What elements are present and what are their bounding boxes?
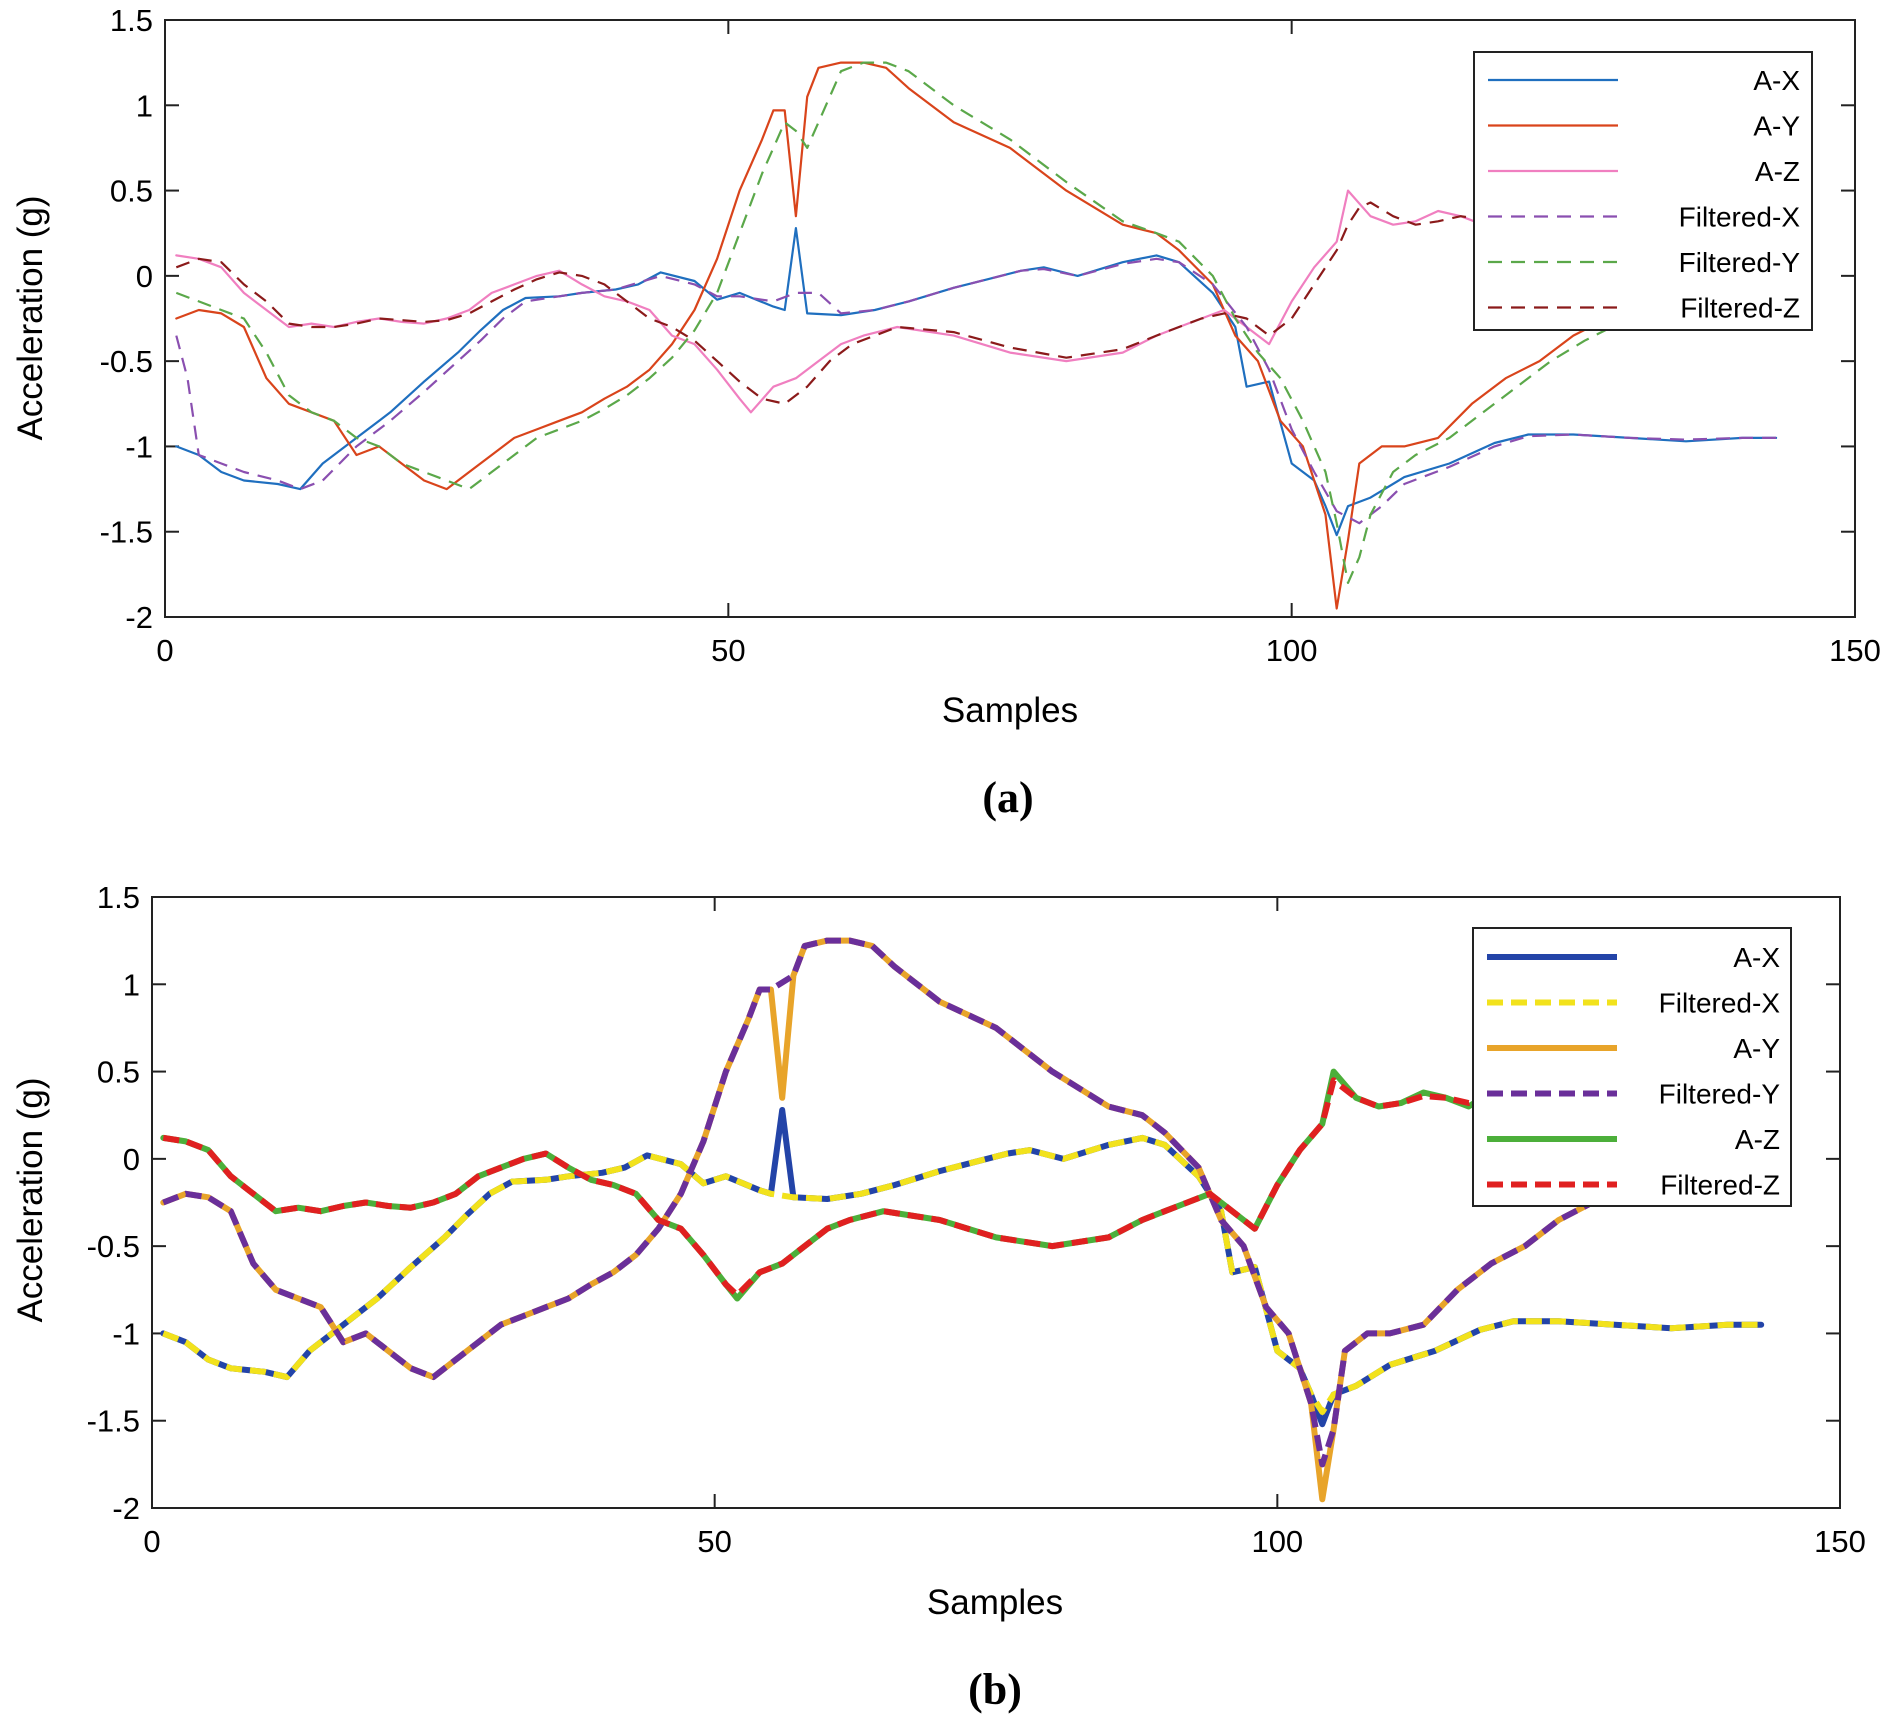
y-tick-label: -0.5 [87, 1229, 140, 1264]
x-tick-label: 100 [1266, 633, 1318, 668]
y-tick-label: 0.5 [97, 1055, 140, 1090]
legend-a: A-X A-Y A-Z Filtered-X Filtered-Y Filtered-Z [1473, 51, 1813, 331]
series-line-filtered-y [162, 937, 1627, 1468]
series-line-filtered-z [175, 201, 1529, 405]
y-axis-label-b: Acceleration (g) [11, 1077, 50, 1322]
x-tick-label: 50 [697, 1524, 731, 1559]
x-tick-label: 100 [1251, 1524, 1303, 1559]
legend-label: A-Z [1755, 156, 1800, 187]
x-axis-label-b: Samples [927, 1583, 1063, 1622]
legend-label: Filtered-Z [1680, 293, 1800, 324]
y-tick-label: 1 [136, 88, 153, 123]
legend-label: Filtered-Y [1659, 1079, 1781, 1110]
axis-ticks-a: 0 50 100 150 1.5 1 0.5 0 -0.5 -1 -1.5 -2 [100, 3, 1881, 668]
y-tick-label: -0.5 [100, 344, 153, 379]
legend-box-b [1472, 927, 1792, 1207]
legend-label: A-Y [1733, 1033, 1780, 1064]
x-tick-label: 0 [156, 633, 173, 668]
y-tick-label: 0 [123, 1142, 140, 1177]
legend-label: Filtered-Y [1679, 247, 1801, 278]
legend-label: A-Y [1753, 111, 1800, 142]
legend-box-a [1473, 51, 1813, 331]
y-tick-label: 0.5 [110, 174, 153, 209]
chart-panel-b: 0 50 100 150 1.5 1 0.5 0 -0.5 -1 -1.5 -2 Samples Ac… [11, 880, 1866, 1714]
legend-label: Filtered-X [1679, 202, 1801, 233]
legend-label: Filtered-Z [1660, 1170, 1780, 1201]
y-tick-label: -2 [125, 600, 153, 635]
panel-label-b: (b) [968, 1665, 1022, 1714]
y-tick-label: -1.5 [100, 515, 153, 550]
y-tick-label: 1 [123, 967, 140, 1002]
legend-label: Filtered-X [1659, 988, 1781, 1019]
x-axis-label-a: Samples [942, 691, 1078, 730]
x-tick-label: 0 [143, 1524, 160, 1559]
panel-label-a: (a) [982, 773, 1033, 822]
y-tick-label: -2 [112, 1491, 140, 1526]
y-tick-label: 1.5 [97, 880, 140, 915]
y-tick-label: 1.5 [110, 3, 153, 38]
legend-label: A-Z [1735, 1124, 1780, 1155]
legend-label: A-X [1733, 942, 1780, 973]
chart-panel-a: 0 50 100 150 1.5 1 0.5 0 -0.5 -1 -1.5 -2 Samples Ac… [11, 3, 1881, 822]
series-line-filtered-x [162, 1134, 1762, 1415]
y-axis-label-a: Acceleration (g) [11, 195, 50, 440]
y-tick-label: 0 [136, 259, 153, 294]
y-tick-label: -1 [112, 1316, 140, 1351]
x-tick-label: 150 [1829, 633, 1881, 668]
legend-b: A-X Filtered-X A-Y Filtered-Y A-Z Filtered-Z [1472, 927, 1792, 1207]
y-tick-label: -1.5 [87, 1404, 140, 1439]
x-tick-label: 150 [1814, 1524, 1866, 1559]
y-tick-label: -1 [125, 429, 153, 464]
x-tick-label: 50 [711, 633, 745, 668]
series-group-a [175, 61, 1778, 610]
series-group-b [160, 937, 1765, 1503]
legend-label: A-X [1753, 65, 1800, 96]
series-line-filtered-z [162, 1077, 1514, 1298]
axis-ticks-b: 0 50 100 150 1.5 1 0.5 0 -0.5 -1 -1.5 -2 [87, 880, 1866, 1559]
series-line-filtered-y [175, 61, 1653, 585]
